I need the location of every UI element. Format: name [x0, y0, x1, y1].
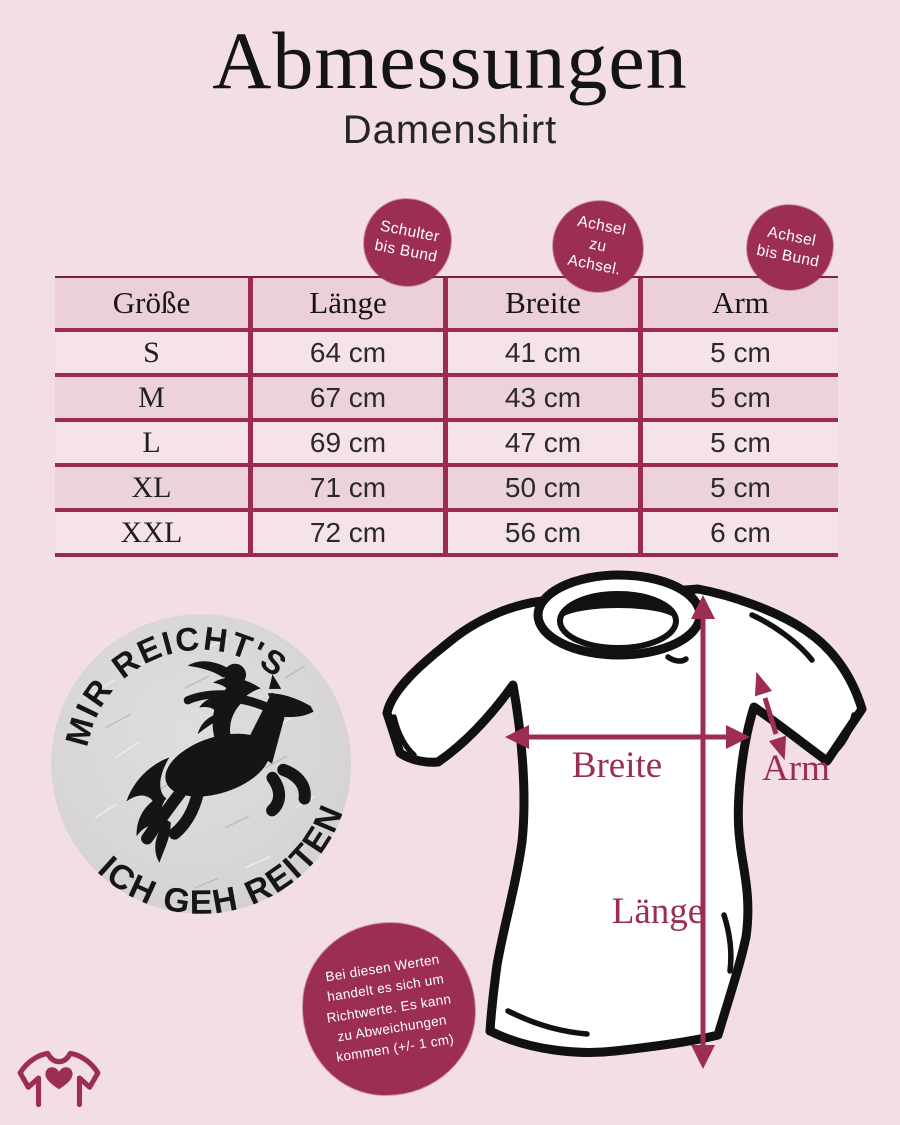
arm-cell: 5 cm — [710, 426, 771, 458]
breite-cell: 47 cm — [448, 422, 643, 463]
horse-legs — [141, 763, 311, 845]
table-row-s: S 64 cm 41 cm 5 cm — [55, 332, 838, 377]
table-row-l: L 69 cm 47 cm 5 cm — [55, 422, 838, 467]
breite-cell: 56 cm — [448, 512, 643, 553]
breite-cell: 43 cm — [448, 377, 643, 418]
breite-cell: 41 cm — [448, 332, 643, 373]
size-table: Größe Länge Breite Arm S 64 cm 41 cm 5 c… — [55, 276, 838, 557]
shirt-creases — [391, 612, 857, 1037]
laenge-cell: 69 cm — [253, 422, 448, 463]
breite-label: Breite — [572, 745, 662, 786]
laenge-label: Länge — [612, 891, 704, 932]
laenge-cell: 67 cm — [253, 377, 448, 418]
size-cell: L — [55, 422, 253, 463]
size-cell: S — [55, 332, 253, 373]
column-header-groesse: Größe — [55, 278, 253, 328]
size-cell: M — [55, 377, 253, 418]
arm-arrow — [754, 671, 787, 761]
size-cell: XXL — [55, 512, 253, 553]
page-title: Abmessungen — [212, 15, 688, 106]
page-subtitle: Damenshirt — [342, 108, 558, 152]
stamp-achsel-bis-bund: Achsel bis Bund — [747, 205, 833, 290]
shirt-outline — [382, 584, 867, 1057]
logo-heart-icon — [45, 1067, 73, 1090]
size-cell: XL — [55, 467, 253, 508]
arm-cell: 5 cm — [710, 471, 771, 503]
table-row-xl: XL 71 cm 50 cm 5 cm — [55, 467, 838, 512]
stamp-schulter-bis-bund: Schulter bis Bund — [364, 199, 451, 286]
rider-silhouette — [183, 661, 274, 780]
column-header-arm: Arm — [712, 285, 769, 320]
arm-cell: 6 cm — [710, 516, 771, 548]
arm-cell: 5 cm — [710, 336, 771, 368]
laenge-cell: 72 cm — [253, 512, 448, 553]
table-row-m: M 67 cm 43 cm 5 cm — [55, 377, 838, 422]
brand-logo — [17, 1050, 101, 1108]
column-header-breite: Breite — [448, 278, 643, 328]
shirt-diagram: Breite Arm Länge — [382, 570, 867, 1069]
product-print-circle: MIR REICHT'S ICH GEH REITEN — [51, 614, 351, 914]
laenge-arrow — [691, 595, 715, 1069]
arm-cell: 5 cm — [710, 381, 771, 413]
table-row-xxl: XXL 72 cm 56 cm 6 cm — [55, 512, 838, 557]
disclaimer-stamp: Bei diesen Werten handelt es sich um Ric… — [303, 923, 475, 1095]
breite-cell: 50 cm — [448, 467, 643, 508]
stamp-achsel-zu-achsel: Achsel zu Achsel. — [553, 201, 643, 292]
arm-label: Arm — [762, 748, 830, 789]
column-header-laenge: Länge — [253, 278, 448, 328]
laenge-cell: 71 cm — [253, 467, 448, 508]
logo-shirt-icon — [17, 1050, 101, 1108]
collar — [533, 570, 705, 660]
breite-arrow — [505, 725, 750, 749]
table-header-row: Größe Länge Breite Arm — [55, 278, 838, 332]
laenge-cell: 64 cm — [253, 332, 448, 373]
